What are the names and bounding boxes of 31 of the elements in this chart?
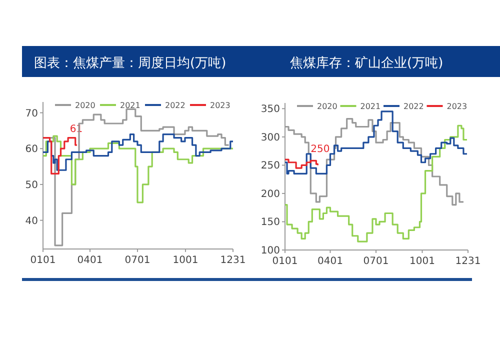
x-tick-label: 0101 xyxy=(272,256,298,267)
y-tick-label: 100 xyxy=(260,246,280,256)
chart-title: 图表：焦煤产量：周度日均(万吨) xyxy=(34,55,226,71)
x-tick-label: 0401 xyxy=(318,256,343,267)
y-tick-label: 250 xyxy=(260,160,280,172)
y-tick-label: 60 xyxy=(25,144,38,156)
annotation: 250 xyxy=(310,144,330,156)
legend-label: 2021 xyxy=(360,102,381,111)
x-tick-label: 1231 xyxy=(455,256,481,267)
legend-label: 2022 xyxy=(404,102,424,111)
x-tick-label: 1001 xyxy=(410,256,435,267)
y-tick-label: 70 xyxy=(25,108,38,120)
x-tick-label: 0401 xyxy=(77,255,103,266)
x-tick-label: 1231 xyxy=(220,255,246,266)
legend-label: 2020 xyxy=(75,101,96,110)
legend-label: 2023 xyxy=(210,101,230,110)
x-tick-label: 0101 xyxy=(30,255,56,266)
legend-label: 2021 xyxy=(120,101,140,110)
y-tick-label: 200 xyxy=(260,188,280,200)
legend-label: 2022 xyxy=(165,101,186,110)
x-tick-label: 0701 xyxy=(124,255,150,266)
y-tick-label: 300 xyxy=(260,132,280,144)
legend-label: 2023 xyxy=(446,102,468,111)
y-tick-label: 350 xyxy=(260,104,280,116)
y-tick-label: 40 xyxy=(25,216,38,227)
x-tick-label: 1001 xyxy=(172,255,198,266)
legend-label: 2020 xyxy=(317,102,338,111)
y-tick-label: 50 xyxy=(25,180,38,191)
chart-title: 焦煤库存：矿山企业(万吨) xyxy=(290,56,444,71)
x-tick-label: 0701 xyxy=(363,256,389,267)
y-tick-label: 150 xyxy=(260,217,280,228)
